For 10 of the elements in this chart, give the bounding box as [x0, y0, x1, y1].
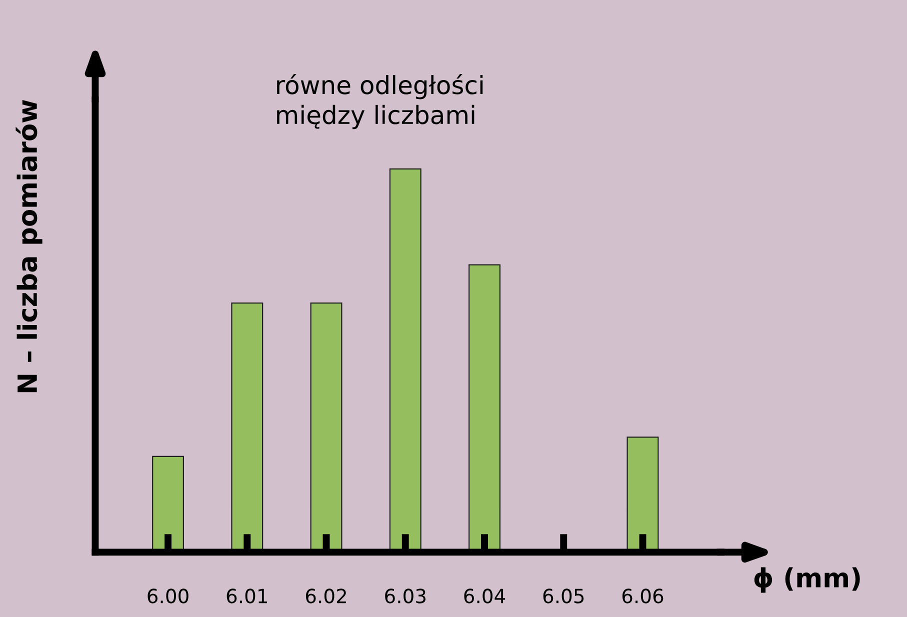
x-tick-label: 6.04 [464, 588, 506, 604]
x-tick-label: 6.03 [385, 588, 426, 604]
x-tick-label: 6.05 [543, 588, 584, 604]
text: równe odległości między liczbami [277, 74, 483, 130]
x-axis-title: ϕ (mm) [754, 567, 860, 593]
x-tick-label: 6.02 [306, 588, 346, 604]
x-tick-label: 6.01 [226, 588, 267, 604]
y-axis-title: N – liczba pomiarów [16, 100, 42, 392]
x-tick-label: 6.06 [622, 588, 664, 604]
x-tick-label: 6.00 [148, 588, 188, 604]
